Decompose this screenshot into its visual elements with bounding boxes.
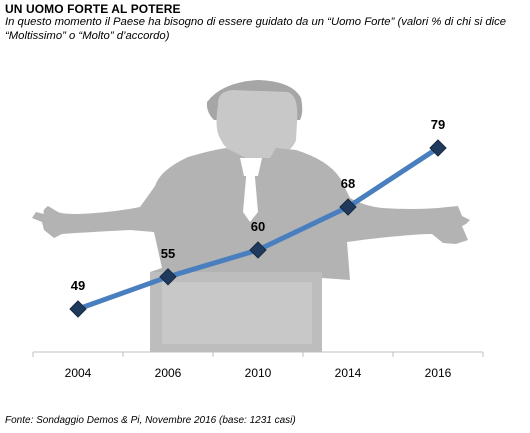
data-label: 79: [431, 117, 445, 132]
data-point-marker: [429, 139, 447, 157]
x-axis-labels: 2004 2006 2010 2014 2016: [65, 366, 452, 380]
data-point-marker: [249, 241, 267, 259]
data-point-marker: [69, 300, 87, 318]
x-tick-label: 2016: [425, 366, 452, 380]
chart-subtitle: In questo momento il Paese ha bisogno di…: [5, 16, 507, 42]
data-label: 55: [161, 246, 175, 261]
illustration-tie: [243, 160, 258, 222]
chart-title: UN UOMO FORTE AL POTERE: [5, 2, 181, 16]
data-point-marker: [339, 198, 357, 216]
data-label: 60: [251, 219, 265, 234]
illustration-podium-panel: [162, 282, 312, 344]
series-markers: [69, 139, 447, 318]
data-point-marker: [159, 268, 177, 286]
source-note: Fonte: Sondaggio Demos & Pi, Novembre 20…: [5, 415, 296, 426]
strongman-illustration: [32, 80, 470, 352]
x-axis-ticks: [32, 352, 484, 357]
illustration-head: [216, 90, 298, 158]
data-label: 49: [71, 278, 85, 293]
data-label: 68: [341, 176, 355, 191]
data-labels: 49 55 60 68 79: [71, 117, 445, 293]
x-tick-label: 2010: [245, 366, 272, 380]
x-tick-label: 2014: [335, 366, 362, 380]
x-tick-label: 2006: [155, 366, 182, 380]
x-tick-label: 2004: [65, 366, 92, 380]
